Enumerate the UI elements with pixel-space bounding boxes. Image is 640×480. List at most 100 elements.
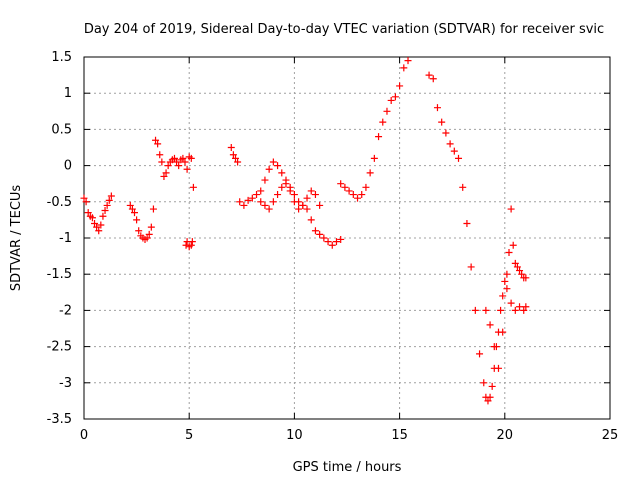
data-point xyxy=(503,270,511,278)
data-points xyxy=(80,57,530,405)
data-point xyxy=(507,299,515,307)
data-point xyxy=(187,154,195,162)
data-point xyxy=(400,64,408,72)
data-point xyxy=(516,267,524,275)
data-point xyxy=(156,151,164,159)
data-point xyxy=(486,321,494,329)
data-point xyxy=(269,158,277,166)
data-point xyxy=(476,350,484,358)
data-point xyxy=(383,107,391,115)
data-point xyxy=(257,198,265,206)
x-tick-label: 5 xyxy=(185,428,193,443)
data-point xyxy=(101,206,109,214)
data-point xyxy=(135,227,143,235)
data-point xyxy=(261,176,269,184)
data-point xyxy=(433,104,441,112)
data-point xyxy=(490,343,498,351)
data-point xyxy=(387,96,395,104)
data-point xyxy=(290,198,298,206)
data-point xyxy=(303,205,311,213)
data-point xyxy=(107,192,115,200)
data-point xyxy=(95,227,103,235)
data-point xyxy=(446,140,454,148)
data-point xyxy=(265,165,273,173)
data-point xyxy=(366,169,374,177)
data-point xyxy=(188,238,196,246)
data-point xyxy=(362,183,370,191)
data-point xyxy=(499,328,507,336)
data-point xyxy=(261,201,269,209)
data-point xyxy=(93,223,101,231)
data-point xyxy=(128,205,136,213)
data-point xyxy=(158,158,166,166)
data-point xyxy=(175,162,183,170)
data-point xyxy=(511,259,519,267)
data-point xyxy=(429,75,437,83)
data-point xyxy=(133,216,141,224)
data-point xyxy=(486,393,494,401)
data-point xyxy=(370,154,378,162)
data-point xyxy=(404,57,412,65)
data-point xyxy=(154,140,162,148)
data-point xyxy=(459,183,467,191)
data-point xyxy=(253,191,261,199)
data-point xyxy=(425,71,433,79)
data-point xyxy=(126,201,134,209)
y-axis-label: SDTVAR / TECUs xyxy=(9,185,24,292)
data-point xyxy=(349,191,357,199)
data-point xyxy=(507,205,515,213)
data-point xyxy=(311,227,319,235)
data-point xyxy=(332,238,340,246)
data-point xyxy=(244,196,252,204)
x-tick-label: 0 xyxy=(80,428,88,443)
data-point xyxy=(396,82,404,90)
data-point xyxy=(499,292,507,300)
y-tick-label: -2.5 xyxy=(47,340,72,355)
data-point xyxy=(97,221,105,229)
data-point xyxy=(105,196,113,204)
data-point xyxy=(316,201,324,209)
data-point xyxy=(324,238,332,246)
y-tick-label: 1.5 xyxy=(51,50,72,65)
data-point xyxy=(286,187,294,195)
x-axis-label: GPS time / hours xyxy=(293,460,402,475)
data-point xyxy=(522,274,530,282)
data-point xyxy=(513,263,521,271)
data-point xyxy=(518,270,526,278)
data-point xyxy=(480,379,488,387)
data-point xyxy=(282,180,290,188)
data-point xyxy=(269,198,277,206)
data-point xyxy=(234,158,242,166)
data-point xyxy=(145,230,153,238)
data-point xyxy=(103,201,111,209)
data-point xyxy=(450,147,458,155)
data-point xyxy=(295,205,303,213)
data-point xyxy=(501,277,509,285)
data-point xyxy=(509,241,517,249)
data-point xyxy=(516,303,524,311)
data-point xyxy=(248,194,256,202)
data-point xyxy=(438,118,446,126)
data-point xyxy=(147,223,155,231)
data-point xyxy=(391,93,399,101)
data-point xyxy=(82,198,90,206)
data-point xyxy=(311,191,319,199)
data-point xyxy=(80,194,88,202)
plot-frame xyxy=(83,56,611,420)
data-point xyxy=(265,205,273,213)
x-tick-label: 25 xyxy=(602,428,619,443)
data-point xyxy=(505,248,513,256)
data-point xyxy=(379,118,387,126)
data-point xyxy=(181,158,189,166)
data-point xyxy=(170,154,178,162)
data-point xyxy=(149,205,157,213)
data-point xyxy=(152,136,160,144)
y-tick-label: -3 xyxy=(59,376,72,391)
data-point xyxy=(341,183,349,191)
data-point xyxy=(467,263,475,271)
data-point xyxy=(231,154,239,162)
data-point xyxy=(274,162,282,170)
data-point xyxy=(375,133,383,141)
data-point xyxy=(303,194,311,202)
